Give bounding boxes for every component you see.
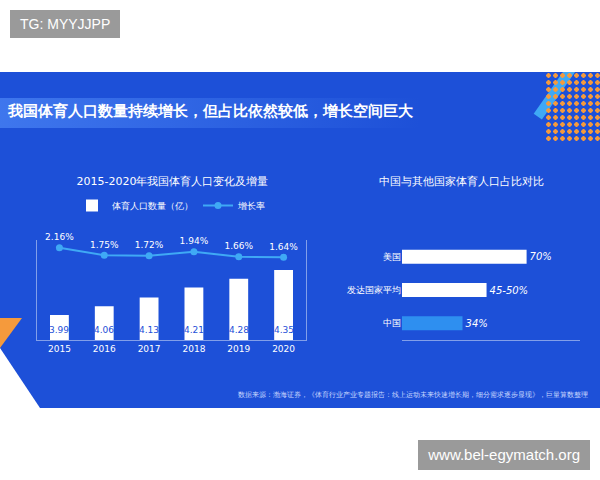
svg-text:4.21: 4.21: [184, 325, 204, 335]
svg-text:2019: 2019: [227, 344, 250, 354]
svg-text:增长率: 增长率: [237, 201, 265, 211]
html-text:数据来源：渤海证券，《体育行业产业专题报告：线上运动未来快速: 数据来源：渤海证券，《体育行业产业专题报告：线上运动未来快速增长期，细分需求逐步…: [238, 391, 588, 399]
svg-text:2015: 2015: [48, 344, 71, 354]
svg-text:4.28: 4.28: [229, 325, 249, 335]
svg-text:1.64%: 1.64%: [269, 242, 298, 252]
svg-text:70%: 70%: [530, 251, 552, 262]
svg-text:发达国家平均: 发达国家平均: [347, 285, 401, 295]
svg-text:4.35: 4.35: [274, 325, 294, 335]
svg-text:1.66%: 1.66%: [224, 241, 253, 251]
svg-text:1.94%: 1.94%: [180, 236, 209, 246]
svg-text:体育人口数量（亿）: 体育人口数量（亿）: [112, 201, 193, 211]
svg-text:2018: 2018: [182, 344, 205, 354]
html-text:TG: MYYJJPP: TG: MYYJJPP: [20, 16, 111, 32]
svg-text:1.72%: 1.72%: [135, 240, 164, 250]
svg-text:4.06: 4.06: [94, 325, 114, 335]
html-text:我国体育人口数量持续增长，但占比依然较低，增长空间巨大: 我国体育人口数量持续增长，但占比依然较低，增长空间巨大: [8, 102, 413, 120]
svg-text:2.16%: 2.16%: [45, 232, 74, 242]
svg-text:2017: 2017: [138, 344, 161, 354]
svg-text:中国与其他国家体育人口占比对比: 中国与其他国家体育人口占比对比: [379, 175, 544, 188]
svg-text:中国: 中国: [383, 318, 401, 328]
svg-text:34%: 34%: [466, 318, 488, 329]
html-text:www.bel-egymatch.org: www.bel-egymatch.org: [428, 446, 580, 463]
svg-text:2020: 2020: [272, 344, 295, 354]
svg-text:45-50%: 45-50%: [490, 285, 529, 296]
svg-text:2016: 2016: [93, 344, 116, 354]
svg-text:2015-2020年我国体育人口变化及增量: 2015-2020年我国体育人口变化及增量: [77, 175, 269, 188]
svg-text:美国: 美国: [383, 252, 401, 262]
svg-text:3.99: 3.99: [49, 325, 69, 335]
svg-text:4.13: 4.13: [139, 325, 159, 335]
svg-text:1.75%: 1.75%: [90, 240, 119, 250]
